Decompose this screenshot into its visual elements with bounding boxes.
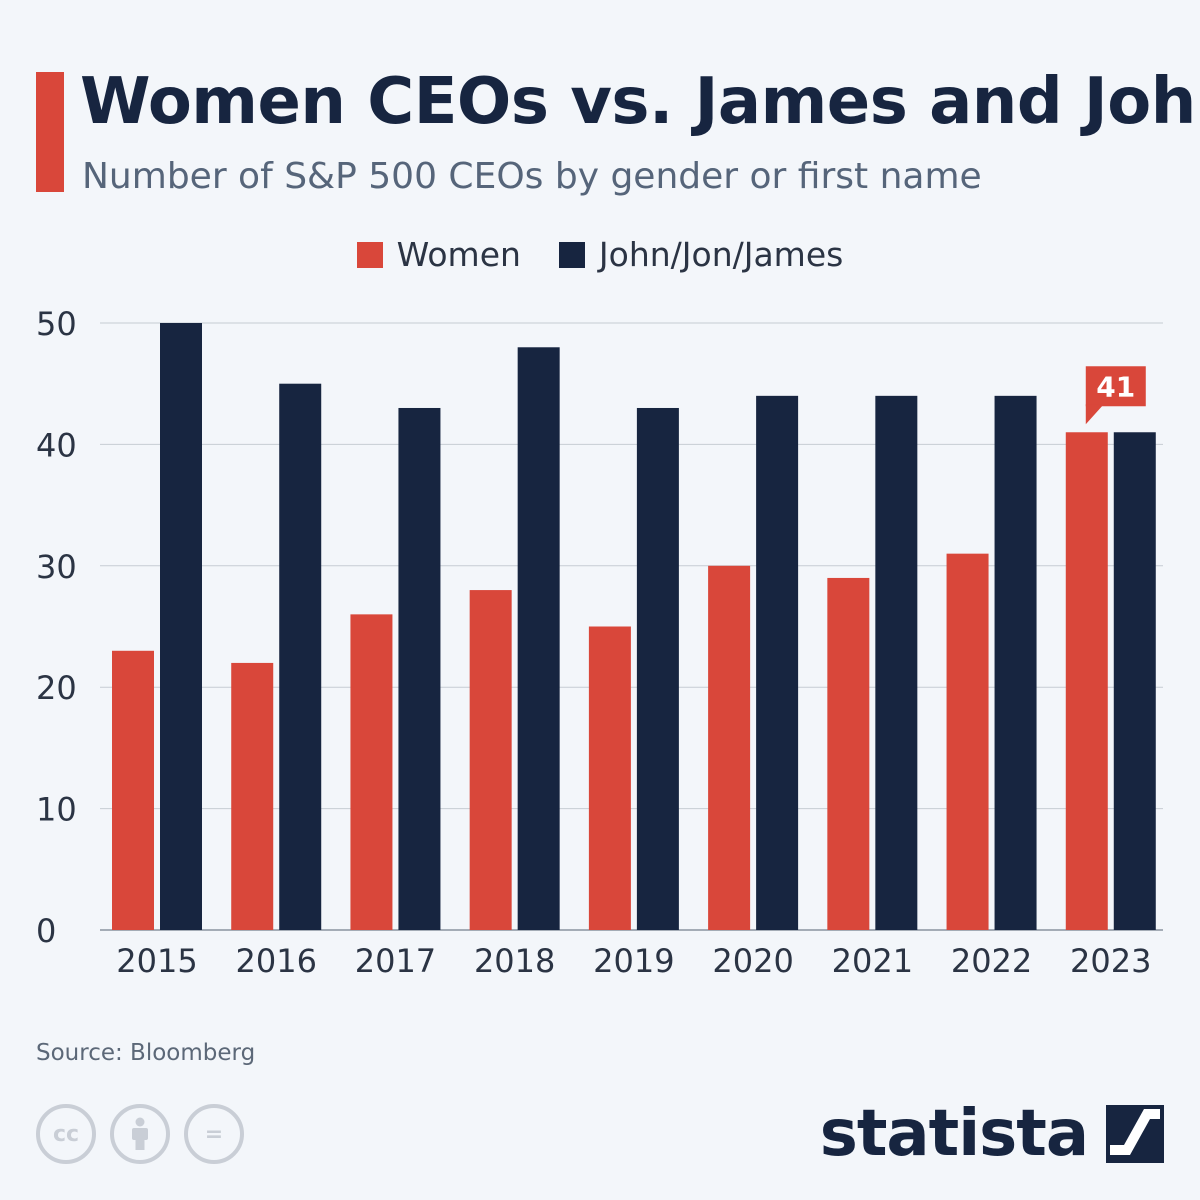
x-tick-label: 2021: [832, 942, 913, 980]
bar-women: [350, 614, 393, 930]
cc-icon[interactable]: cc: [36, 1104, 96, 1164]
source-note: Source: Bloomberg: [36, 1040, 256, 1066]
bar-women: [231, 662, 274, 930]
license-icons: cc =: [36, 1104, 244, 1164]
x-tick-label: 2019: [593, 942, 674, 980]
data-label: 41: [1096, 370, 1135, 403]
title-accent-bar: [36, 72, 64, 192]
x-tick-label: 2023: [1070, 942, 1151, 980]
bar-john-jon-james: [875, 395, 918, 931]
y-tick-label: 50: [36, 305, 77, 343]
statista-logo-icon: [1106, 1105, 1164, 1163]
x-tick-label: 2018: [474, 942, 555, 980]
chart-title: Women CEOs vs. James and John: [80, 65, 1200, 139]
bar-john-jon-james: [1113, 432, 1156, 930]
x-tick-label: 2017: [355, 942, 436, 980]
y-tick-label: 30: [36, 548, 77, 586]
y-tick-label: 0: [36, 912, 56, 950]
legend-label-women: Women: [396, 235, 521, 274]
data-label-pointer: [1085, 404, 1104, 425]
x-tick-label: 2016: [236, 942, 317, 980]
legend-label-john-jon-james: John/Jon/James: [598, 235, 844, 274]
bar-women: [588, 626, 631, 930]
y-tick-label: 40: [36, 426, 77, 464]
chart-subtitle: Number of S&P 500 CEOs by gender or firs…: [82, 156, 982, 197]
bar-john-jon-james: [160, 323, 202, 930]
bar-women: [1065, 432, 1108, 930]
legend-item-women: Women: [356, 235, 521, 275]
y-tick-label: 20: [36, 669, 77, 707]
bar-john-jon-james: [994, 395, 1037, 931]
bar-women: [469, 590, 512, 930]
brand-logo[interactable]: statista: [820, 1098, 1164, 1170]
y-tick-label: 10: [36, 791, 77, 829]
legend-item-john-jon-james: John/Jon/James: [558, 235, 844, 275]
bar-women: [946, 553, 989, 930]
bar-women: [112, 650, 154, 930]
bar-john-jon-james: [279, 383, 322, 930]
bar-john-jon-james: [636, 407, 679, 931]
bar-women: [827, 577, 870, 930]
x-tick-label: 2020: [712, 942, 793, 980]
chart-legend: Women John/Jon/James: [0, 230, 1200, 280]
legend-swatch-john-jon-james: [558, 242, 585, 268]
bar-women: [708, 565, 751, 930]
brand-name: statista: [819, 1097, 1089, 1171]
legend-swatch-women: [356, 242, 383, 268]
x-tick-label: 2022: [951, 942, 1032, 980]
no-derivatives-icon[interactable]: =: [184, 1104, 244, 1164]
x-tick-label: 2015: [116, 942, 197, 980]
attribution-icon[interactable]: [110, 1104, 170, 1164]
bar-john-jon-james: [756, 395, 799, 931]
bar-chart: 0 10 20 30 40 50 2015 2016 2017 2018 2019 2020 2021 2…: [36, 305, 1163, 980]
data-label-box: [1085, 366, 1146, 407]
bar-john-jon-james: [398, 407, 441, 931]
bar-john-jon-james: [517, 347, 560, 930]
